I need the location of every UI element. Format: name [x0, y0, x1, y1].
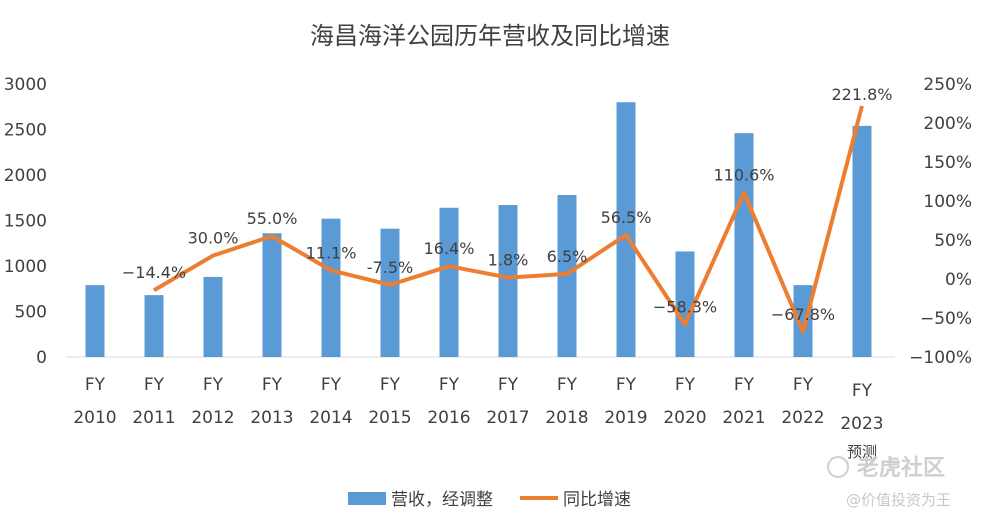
category-label-line2: 2019 — [604, 408, 647, 428]
bar-2022 — [793, 285, 813, 357]
data-label-2023: 221.8% — [831, 85, 892, 104]
bar-2014 — [321, 218, 341, 357]
bar-2012 — [203, 276, 223, 357]
bar-2023 — [852, 125, 872, 357]
category-label-line2: 2016 — [427, 408, 470, 428]
right-tick-label: −50% — [920, 309, 972, 329]
category-label-line2: 2013 — [250, 408, 293, 428]
watermark-logo-icon — [827, 456, 849, 478]
category-label-line2: 2020 — [663, 408, 706, 428]
bar-series — [85, 102, 872, 357]
right-tick-label: 200% — [923, 114, 972, 134]
left-tick-label: 3000 — [4, 75, 47, 95]
watermark-author: @价值投资为王 — [846, 491, 951, 509]
left-tick-label: 500 — [15, 303, 47, 323]
right-tick-label: 150% — [923, 153, 972, 173]
bar-2020 — [675, 251, 695, 357]
category-label-line2: 2010 — [73, 408, 116, 428]
bar-2019 — [616, 102, 636, 357]
bar-2018 — [557, 195, 577, 357]
category-label-line1: FY — [144, 375, 165, 395]
legend-bar-label: 营收，经调整 — [391, 490, 493, 510]
category-axis: FY 2010 FY 2011 FY 2012 FY 2013 FY 2014 FY 2015 FY 20… — [73, 375, 883, 461]
category-label-line1: FY — [557, 375, 578, 395]
data-label-2017: 1.8% — [488, 251, 529, 270]
bar-2021 — [734, 133, 754, 357]
category-label-line2: 2012 — [191, 408, 234, 428]
category-label-line2: 2023 — [840, 414, 883, 434]
legend: 营收，经调整 同比增速 — [348, 490, 631, 510]
category-label-line1: FY — [262, 375, 283, 395]
chart-title: 海昌海洋公园历年营收及同比增速 — [310, 22, 670, 50]
data-label-2020: −58.3% — [653, 297, 717, 316]
data-label-2012: 30.0% — [188, 229, 239, 248]
category-label-line1: FY — [439, 375, 460, 395]
right-tick-label: 100% — [923, 192, 972, 212]
category-label-line2: 2011 — [132, 408, 175, 428]
category-label-line1: FY — [793, 375, 814, 395]
category-label-line3: 预测 — [847, 443, 877, 461]
bar-2017 — [498, 205, 518, 357]
watermark: 老虎社区 @价值投资为王 — [827, 455, 951, 509]
bar-2011 — [144, 295, 164, 357]
data-label-2015: -7.5% — [367, 258, 413, 277]
category-label-line1: FY — [734, 375, 755, 395]
data-label-2014: 11.1% — [306, 243, 357, 262]
line-series: −14.4%30.0% 55.0% 11.1% -7.5% 16.4% 1.8% 6.5% 5… — [122, 85, 893, 334]
left-tick-label: 2500 — [4, 121, 47, 141]
growth-line — [152, 105, 864, 334]
data-label-2021: 110.6% — [713, 166, 774, 185]
bar-2016 — [439, 207, 459, 357]
category-label-line1: FY — [852, 381, 873, 401]
data-label-2016: 16.4% — [424, 239, 475, 258]
category-label-line1: FY — [675, 375, 696, 395]
category-label-line1: FY — [616, 375, 637, 395]
right-tick-label: 250% — [923, 75, 972, 95]
category-label-line1: FY — [85, 375, 106, 395]
data-label-2013: 55.0% — [247, 209, 298, 228]
bar-2013 — [262, 233, 282, 357]
right-tick-label: −100% — [909, 348, 972, 368]
data-label-2018: 6.5% — [547, 247, 588, 266]
right-tick-label: 0% — [945, 270, 972, 290]
data-label-2022: −67.8% — [771, 305, 835, 324]
legend-line-label: 同比增速 — [563, 490, 631, 510]
category-label-line1: FY — [321, 375, 342, 395]
left-tick-label: 1500 — [4, 212, 47, 232]
left-tick-label: 1000 — [4, 257, 47, 277]
data-label-2019: 56.5% — [601, 208, 652, 227]
right-tick-label: 50% — [934, 231, 972, 251]
category-label-line2: 2017 — [486, 408, 529, 428]
right-axis: −100% −50% 0% 50% 100% 150% 200% 250% — [909, 75, 972, 368]
category-label-line2: 2014 — [309, 408, 352, 428]
category-label-line2: 2015 — [368, 408, 411, 428]
left-axis: 0 500 1000 1500 2000 2500 3000 — [4, 75, 47, 368]
bar-2015 — [380, 228, 400, 357]
category-label-line1: FY — [203, 375, 224, 395]
category-label-line2: 2021 — [722, 408, 765, 428]
watermark-brand: 老虎社区 — [856, 455, 945, 481]
legend-bar-swatch — [348, 492, 386, 505]
bar-2010 — [85, 285, 105, 357]
left-tick-label: 2000 — [4, 166, 47, 186]
category-label-line2: 2018 — [545, 408, 588, 428]
category-label-line2: 2022 — [781, 408, 824, 428]
left-tick-label: 0 — [36, 348, 47, 368]
category-label-line1: FY — [498, 375, 519, 395]
category-label-line1: FY — [380, 375, 401, 395]
data-label-2011: −14.4% — [122, 263, 186, 282]
